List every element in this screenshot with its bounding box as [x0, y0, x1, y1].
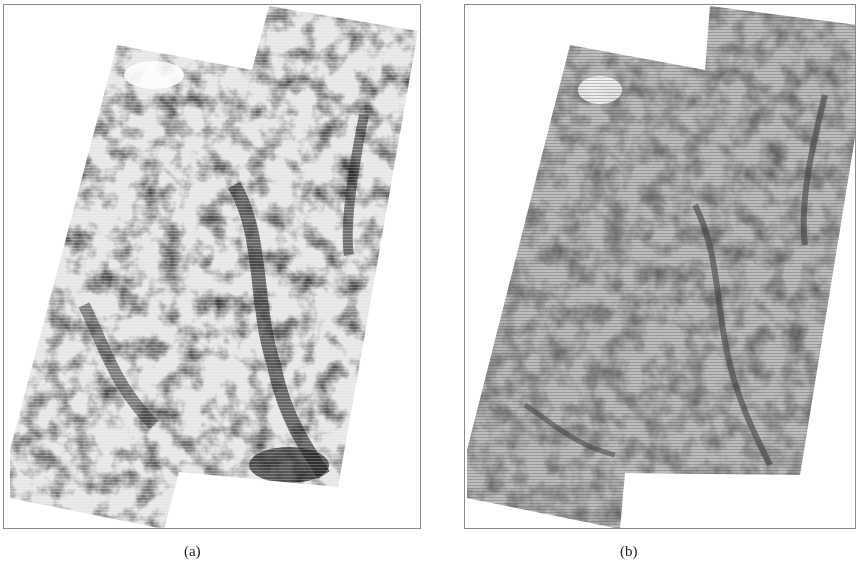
caption-a: (a): [184, 544, 201, 560]
image-panel-b: [464, 4, 856, 529]
image-panel-a: [3, 4, 421, 529]
satellite-image-a: [10, 6, 418, 528]
satellite-image-b: [467, 6, 855, 528]
caption-b: (b): [620, 544, 638, 560]
